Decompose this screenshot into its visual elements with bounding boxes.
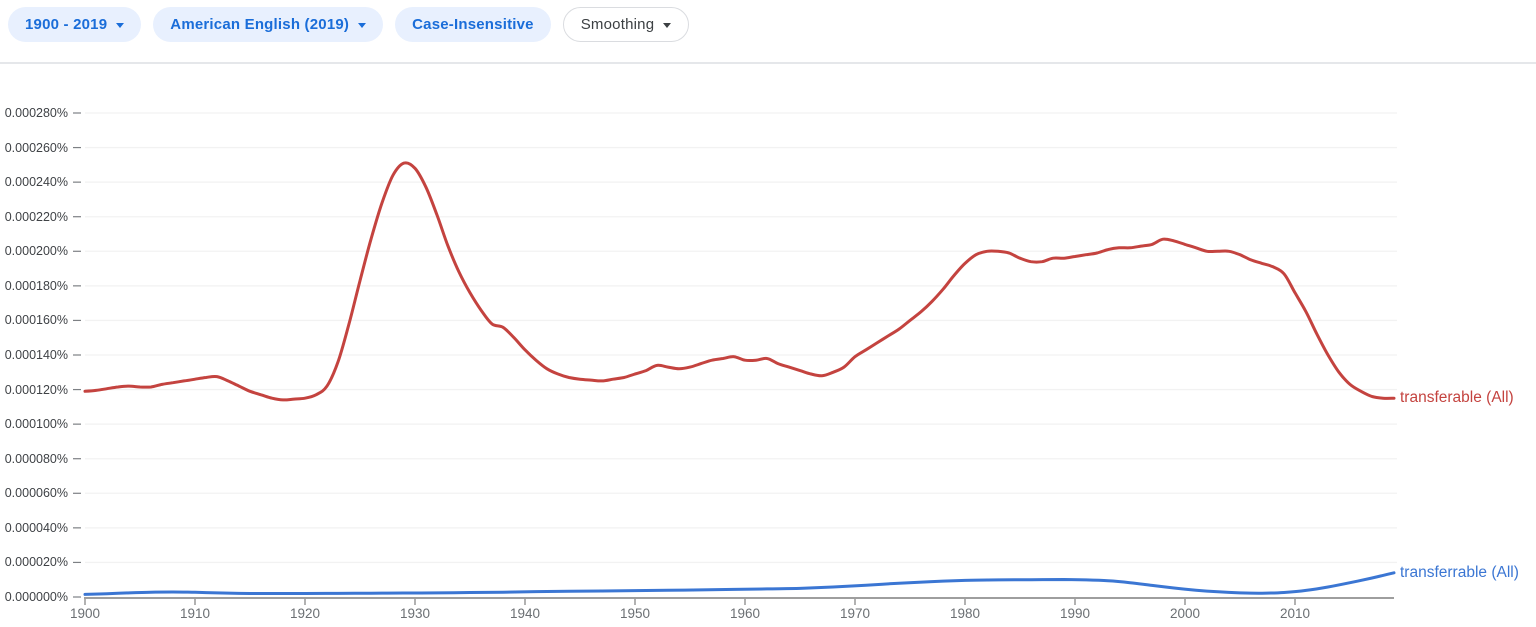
corpus-chip[interactable]: American English (2019) [153, 7, 384, 42]
filter-toolbar: 1900 - 2019 American English (2019) Case… [0, 0, 1536, 64]
plot-area[interactable] [85, 100, 1394, 598]
y-axis-label: 0.000260% [4, 140, 68, 155]
y-axis-label: 0.000020% [4, 555, 68, 570]
x-axis-label: 1910 [179, 606, 211, 621]
y-axis-label: 0.000280% [4, 106, 68, 120]
x-axis-label: 1900 [69, 606, 101, 621]
year-range-chip[interactable]: 1900 - 2019 [8, 7, 142, 42]
x-axis-label: 2010 [1279, 606, 1311, 621]
case-insensitive-label: Case-Insensitive [412, 16, 534, 33]
x-axis-label: 1970 [839, 606, 871, 621]
series-line-0 [83, 161, 1396, 402]
smoothing-chip[interactable]: Smoothing [562, 7, 690, 42]
x-axis-label: 1990 [1059, 606, 1091, 621]
corpus-label: American English (2019) [170, 16, 350, 33]
y-axis-label: 0.000220% [4, 209, 68, 224]
series-line-1 [83, 571, 1396, 596]
y-axis-label: 0.000040% [4, 520, 68, 535]
y-axis-label: 0.000000% [4, 590, 68, 604]
y-axis-label: 0.000060% [4, 486, 68, 501]
x-axis-label: 1920 [289, 606, 321, 621]
y-axis-label: 0.000160% [4, 313, 68, 328]
y-axis-label: 0.000180% [4, 278, 68, 293]
x-axis-label: 1960 [729, 606, 761, 621]
case-insensitive-chip[interactable]: Case-Insensitive [395, 7, 551, 42]
x-axis-label: 1930 [399, 606, 431, 621]
x-axis-label: 1950 [619, 606, 651, 621]
y-axis-label: 0.000080% [4, 451, 68, 466]
caret-down-icon [358, 23, 367, 28]
series-label-transferable: transferable (All) [1400, 389, 1514, 407]
series-label-transferrable: transferrable (All) [1400, 563, 1519, 581]
caret-down-icon [663, 23, 672, 28]
x-axis-label: 1980 [949, 606, 981, 621]
y-axis-label: 0.000240% [4, 175, 68, 190]
y-axis-label: 0.000140% [4, 348, 68, 362]
y-axis-label: 0.000120% [4, 382, 68, 397]
smoothing-label: Smoothing [580, 16, 655, 33]
y-axis-label: 0.000200% [4, 244, 68, 259]
x-axis-label: 2000 [1169, 606, 1201, 621]
y-axis-label: 0.000100% [4, 417, 68, 432]
year-range-label: 1900 - 2019 [25, 16, 108, 33]
x-axis-label: 1940 [509, 606, 541, 621]
caret-down-icon [116, 23, 125, 28]
